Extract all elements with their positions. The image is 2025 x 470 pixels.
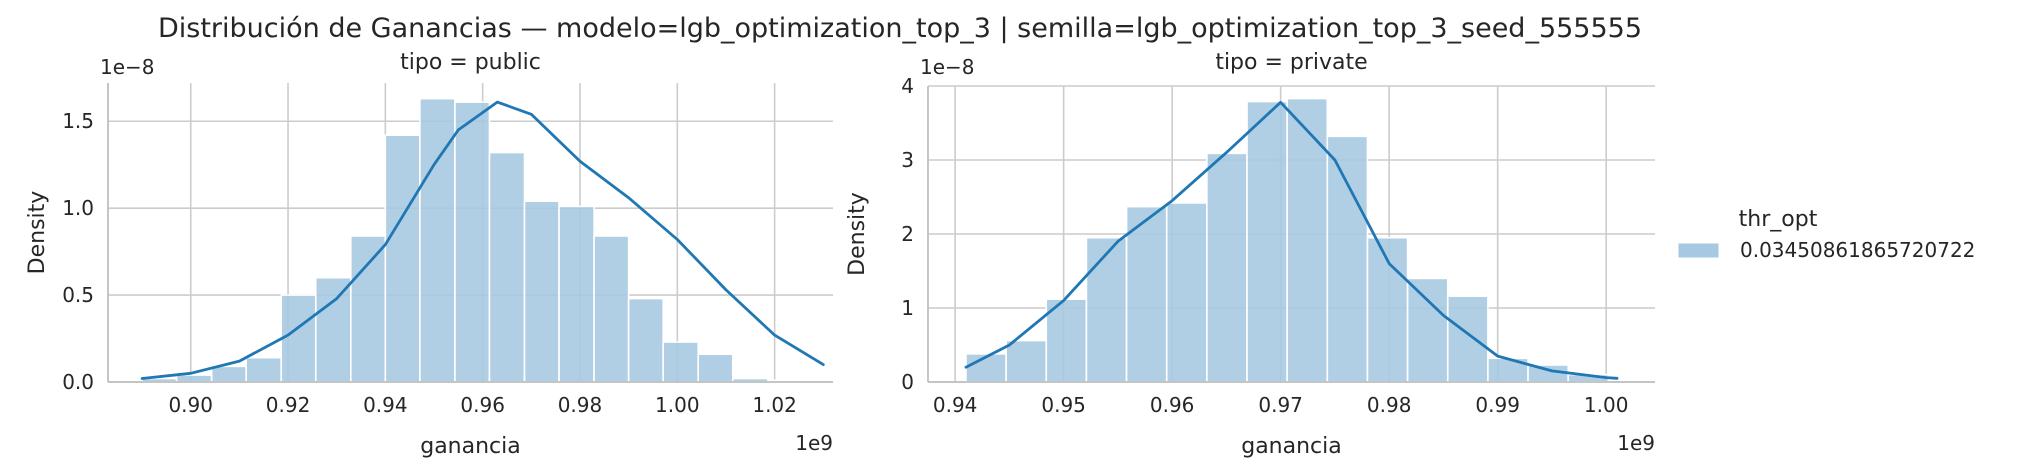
histogram-bar — [280, 294, 317, 383]
y-tick-label: 2 — [901, 222, 914, 246]
histogram-bar — [1125, 205, 1168, 383]
panel-public: 0.90 0.92 0.94 0.96 0.98 1.00 1.02 0.0 0.5 1.0 1.5… — [25, 50, 833, 459]
legend: thr_opt 0.03450861865720722 — [1677, 207, 1975, 262]
y-tick-label: 3 — [901, 148, 914, 172]
histogram-bar — [1326, 135, 1369, 383]
legend-swatch — [1677, 242, 1720, 259]
x-offset-label: 1e9 — [1617, 431, 1655, 455]
x-tick-label: 0.97 — [1258, 393, 1303, 417]
y-tick-label: 1.5 — [62, 109, 94, 133]
histogram-bar — [1286, 97, 1329, 383]
y-offset-label: 1e−8 — [920, 55, 975, 79]
x-tick-label: 0.96 — [1150, 393, 1195, 417]
x-tick-label: 1.00 — [1584, 393, 1629, 417]
panel-title: tipo = private — [1215, 50, 1367, 75]
x-offset-label: 1e9 — [795, 431, 833, 455]
histogram-bar — [314, 276, 352, 383]
histogram-bar — [419, 97, 456, 383]
x-tick-label: 0.94 — [933, 393, 978, 417]
x-axis-label: ganancia — [420, 434, 521, 459]
legend-title: thr_opt — [1739, 207, 1818, 232]
histogram-bar — [1165, 202, 1208, 383]
histogram-bar — [523, 200, 560, 383]
x-tick-label: 1.00 — [655, 393, 700, 417]
y-offset-label: 1e−8 — [100, 55, 155, 79]
y-axis-label: Density — [845, 192, 870, 276]
histogram-bar — [1045, 298, 1088, 383]
histogram-bar — [662, 341, 700, 383]
x-axis-label: ganancia — [1241, 434, 1342, 459]
panel-title: tipo = public — [400, 50, 541, 75]
kde-line — [140, 100, 825, 380]
histogram-bar — [627, 297, 664, 383]
legend-entry-label: 0.03450861865720722 — [1740, 238, 1975, 262]
x-tick-label: 0.90 — [168, 393, 213, 417]
x-tick-label: 0.98 — [1367, 393, 1412, 417]
histogram-bar — [384, 134, 421, 383]
histogram-bar — [593, 235, 630, 383]
histogram-bar — [175, 374, 213, 383]
histogram-bar — [245, 356, 283, 383]
y-axis-label: Density — [25, 191, 50, 275]
histogram-bar — [1206, 152, 1248, 383]
histogram-bar — [558, 205, 595, 383]
y-tick-label: 1.0 — [62, 196, 94, 220]
histogram-bar — [454, 101, 491, 383]
y-tick-label: 4 — [901, 74, 914, 98]
x-tick-label: 0.95 — [1041, 393, 1086, 417]
histogram-bar — [1005, 339, 1048, 383]
histogram-bar — [488, 151, 526, 383]
x-tick-label: 0.92 — [266, 393, 311, 417]
histogram-bar — [1446, 295, 1489, 383]
histogram-bar — [350, 235, 387, 383]
y-tick-label: 0 — [901, 370, 914, 394]
histogram-bar — [210, 365, 247, 383]
y-tick-label: 0.5 — [62, 283, 94, 307]
y-tick-label: 0.0 — [62, 370, 94, 394]
x-tick-label: 0.96 — [460, 393, 505, 417]
y-tick-label: 1 — [901, 296, 914, 320]
x-tick-label: 0.99 — [1475, 393, 1520, 417]
panel-private: 0.94 0.95 0.96 0.97 0.98 0.99 1.00 0 1 2 3 4 tipo = … — [845, 50, 1655, 459]
facet-panels: 0.90 0.92 0.94 0.96 0.98 1.00 1.02 0.0 0.5 1.0 1.5… — [25, 50, 1655, 459]
histogram-bar — [1406, 277, 1449, 383]
histogram-bar — [1246, 100, 1288, 383]
histogram-bar — [697, 353, 734, 383]
histogram-bar — [1085, 236, 1128, 383]
x-tick-label: 0.94 — [363, 393, 408, 417]
x-tick-label: 0.98 — [558, 393, 603, 417]
kde-line — [964, 100, 1619, 380]
x-tick-label: 1.02 — [752, 393, 797, 417]
figure-title: Distribución de Ganancias — modelo=lgb_o… — [158, 13, 1642, 44]
